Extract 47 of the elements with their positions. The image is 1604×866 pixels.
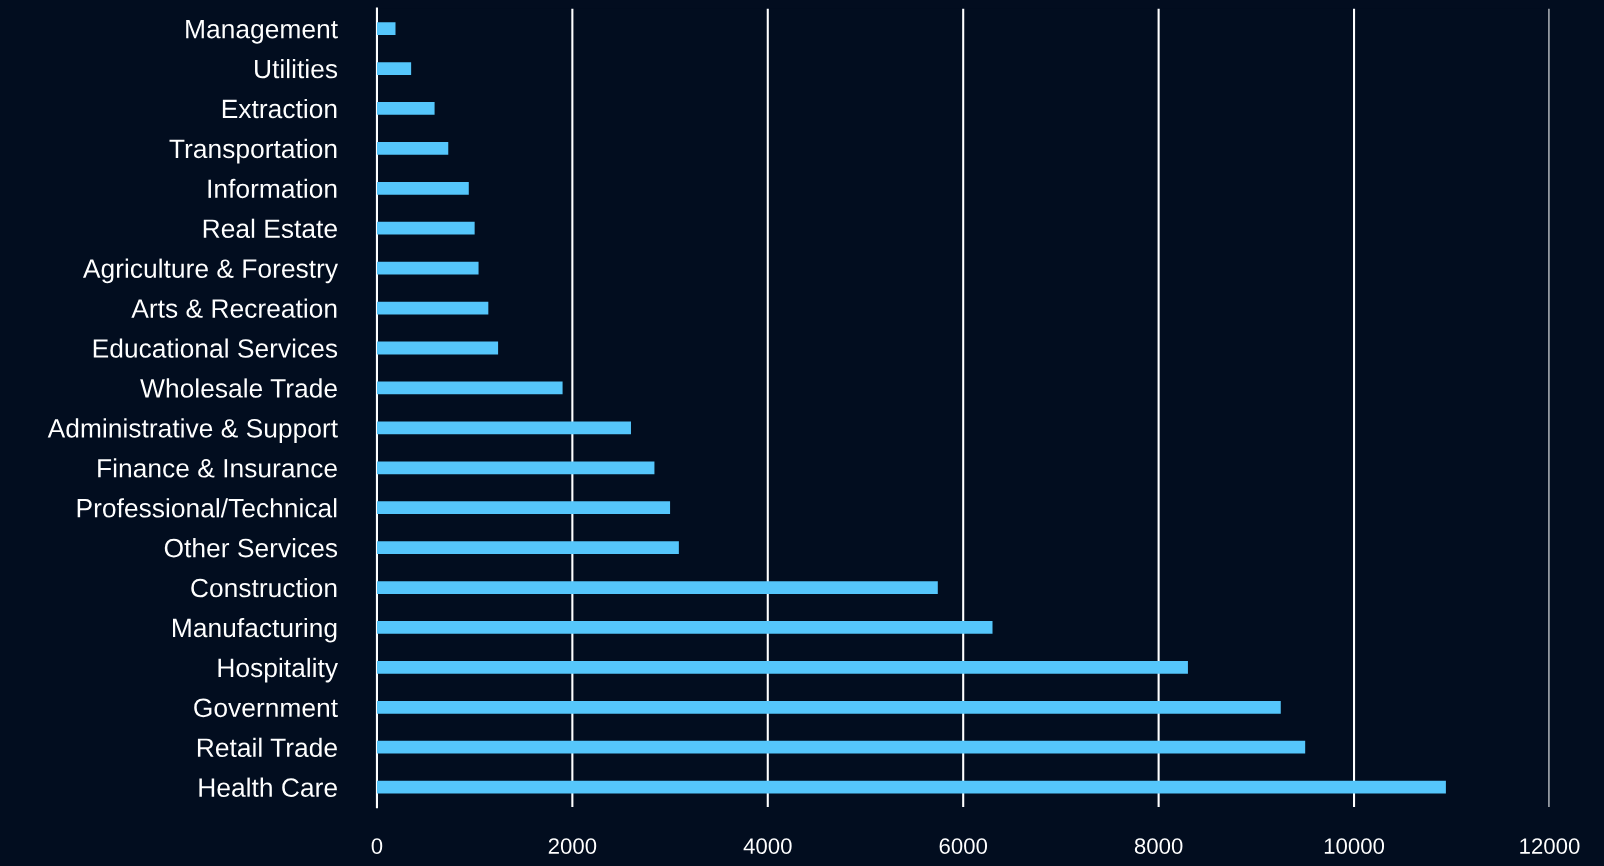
y-tick-label: Construction	[191, 577, 337, 598]
bar	[376, 700, 1281, 714]
y-tick-label: Wholesale Trade	[140, 378, 337, 398]
y-tick-label: Agriculture & Forestry	[82, 258, 339, 284]
y-tick-label: Transportation	[169, 138, 337, 164]
bar	[376, 780, 1446, 794]
bar	[376, 261, 479, 275]
bar	[376, 301, 489, 315]
bar	[376, 740, 1306, 754]
x-tick-label: 8000	[1134, 838, 1183, 854]
y-tick-label: Arts & Recreation	[131, 298, 337, 318]
bar	[376, 341, 499, 355]
bar	[376, 621, 993, 634]
bar	[376, 221, 475, 235]
y-tick-label: Retail Trade	[197, 737, 337, 758]
y-tick-label: Health Care	[199, 777, 337, 797]
bar	[376, 181, 469, 195]
bar	[376, 421, 631, 435]
x-tick-label: 4000	[743, 838, 792, 854]
bar	[376, 661, 1188, 674]
bar	[376, 102, 435, 115]
x-tick-label: 2000	[548, 838, 597, 854]
bar	[376, 62, 412, 75]
y-tick-label: Information	[208, 178, 337, 199]
bar	[376, 541, 679, 554]
x-tick-label: 12000	[1520, 838, 1580, 854]
bar	[376, 461, 655, 475]
bar	[376, 22, 396, 36]
x-tick-label: 10000	[1324, 838, 1385, 854]
y-tick-label: Extraction	[222, 98, 337, 119]
y-tick-label: Real Estate	[203, 218, 337, 239]
bar	[376, 142, 449, 155]
y-tick-label: Administrative & Support	[47, 418, 338, 443]
y-tick-label: Management	[186, 20, 338, 44]
x-tick-label: 6000	[939, 838, 988, 854]
x-tick-label: 0	[371, 838, 383, 854]
y-tick-label: Hospitality	[218, 657, 339, 683]
y-tick-label: Finance & Insurance	[98, 458, 337, 478]
y-tick-label: Educational Services	[93, 338, 338, 358]
bar	[376, 381, 563, 395]
y-tick-label: Other Services	[164, 538, 338, 558]
y-tick-label: Manufacturing	[173, 617, 337, 643]
y-tick-label: Utilities	[255, 58, 338, 79]
y-tick-label: Government	[194, 698, 338, 718]
y-tick-label: Professional/Technical	[77, 498, 337, 518]
bar	[376, 501, 671, 515]
bar	[376, 581, 938, 594]
